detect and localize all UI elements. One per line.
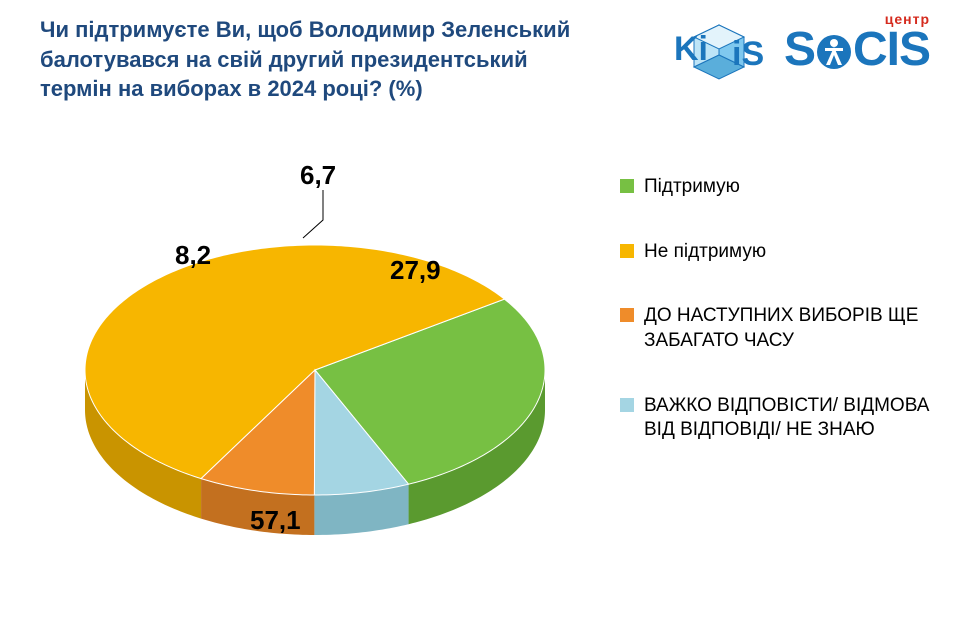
kiis-logo: Ki iS bbox=[664, 10, 774, 90]
legend-item: Підтримую bbox=[620, 175, 930, 200]
legend-label: ВАЖКО ВІДПОВІСТИ/ ВІДМОВА ВІД ВІДПОВІДІ/… bbox=[644, 394, 930, 443]
legend-swatch bbox=[620, 398, 634, 412]
legend-swatch bbox=[620, 244, 634, 258]
legend-swatch bbox=[620, 179, 634, 193]
data-label: 8,2 bbox=[175, 240, 211, 271]
legend-swatch bbox=[620, 308, 634, 322]
data-label: 6,7 bbox=[300, 160, 336, 191]
leader-line bbox=[303, 190, 323, 238]
legend: Підтримую Не підтримую ДО НАСТУПНИХ ВИБОРІ… bbox=[620, 175, 930, 483]
data-label: 27,9 bbox=[390, 255, 441, 286]
legend-item: ВАЖКО ВІДПОВІСТИ/ ВІДМОВА ВІД ВІДПОВІДІ/… bbox=[620, 394, 930, 443]
svg-text:Ki: Ki bbox=[674, 30, 708, 68]
socis-center-label: центр bbox=[885, 12, 930, 26]
logo-area: Ki iS центр SCIS bbox=[664, 10, 930, 90]
data-label: 57,1 bbox=[250, 505, 301, 536]
legend-label: ДО НАСТУПНИХ ВИБОРІВ ЩЕ ЗАБАГАТО ЧАСУ bbox=[644, 304, 930, 353]
legend-item: ДО НАСТУПНИХ ВИБОРІВ ЩЕ ЗАБАГАТО ЧАСУ bbox=[620, 304, 930, 353]
chart-title: Чи підтримуєте Ви, щоб Володимир Зеленсь… bbox=[40, 15, 580, 104]
svg-text:iS: iS bbox=[732, 35, 764, 73]
socis-text: SCIS bbox=[784, 23, 930, 76]
pie-chart: 27,9 57,1 8,2 6,7 bbox=[55, 140, 575, 580]
legend-item: Не підтримую bbox=[620, 240, 930, 265]
legend-label: Не підтримую bbox=[644, 240, 766, 265]
legend-label: Підтримую bbox=[644, 175, 740, 200]
socis-logo: центр SCIS bbox=[784, 26, 930, 74]
